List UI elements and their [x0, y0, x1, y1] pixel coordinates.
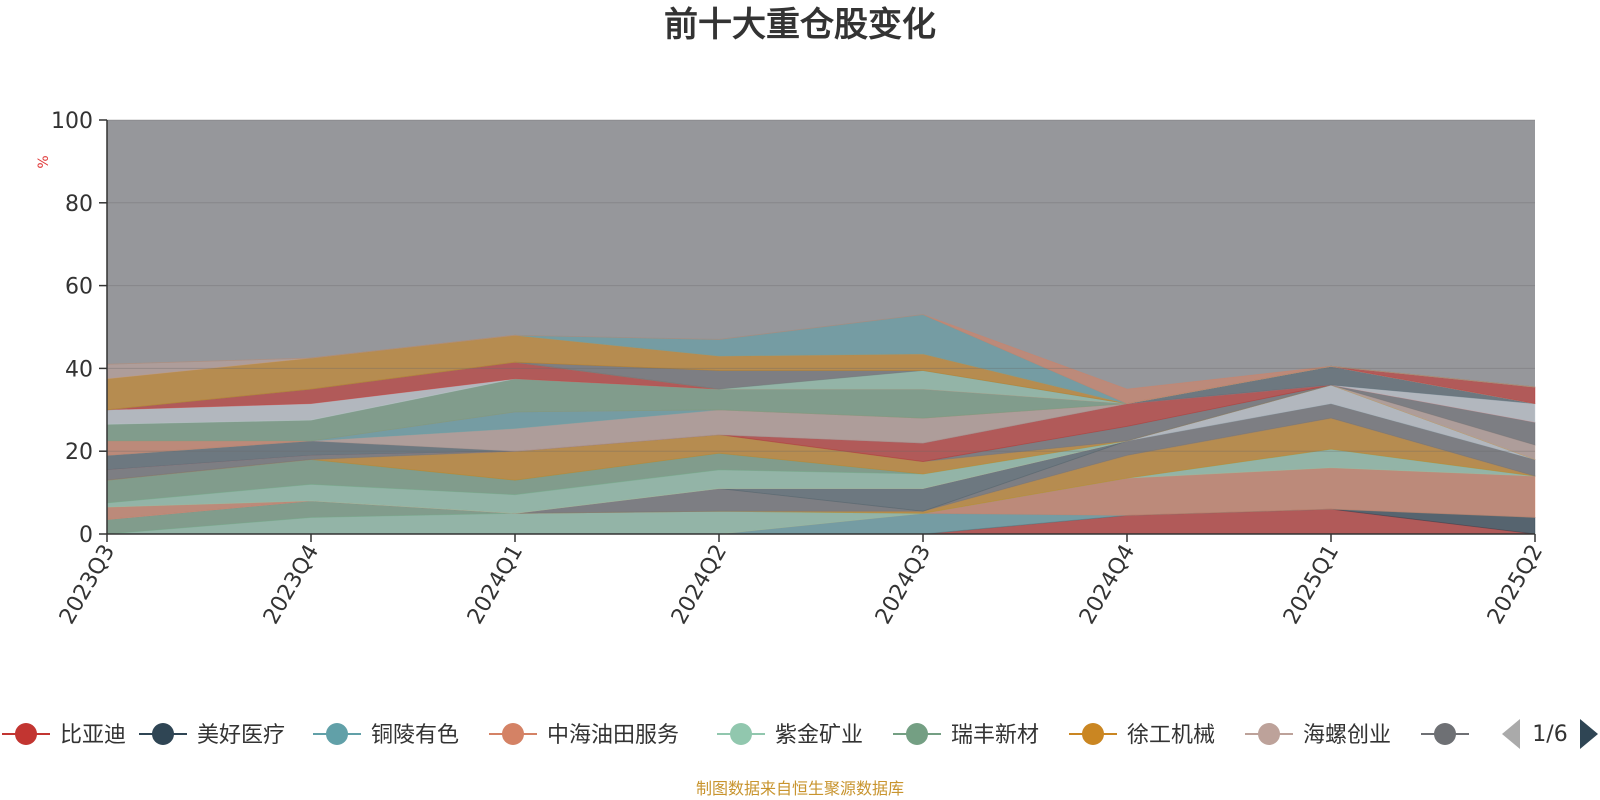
- legend-page-indicator: 1/6: [1532, 722, 1567, 747]
- legend-label: 美好医疗: [197, 723, 285, 748]
- legend-prev-button[interactable]: [1502, 719, 1520, 749]
- legend-pager: 1/6: [1502, 719, 1598, 749]
- legend-item[interactable]: 中海油田服务: [489, 723, 679, 748]
- legend-marker-icon: [326, 723, 348, 745]
- legend-item[interactable]: 美好医疗: [139, 723, 285, 748]
- y-tick-label: 40: [65, 357, 93, 382]
- legend-item[interactable]: 徐工机械: [1069, 723, 1215, 748]
- legend-marker-icon: [730, 723, 752, 745]
- y-tick-labels: 0 20 40 60 80 100: [51, 109, 93, 548]
- axes: [99, 119, 1536, 542]
- legend-label: 海螺创业: [1303, 723, 1391, 748]
- legend-marker-icon: [1434, 723, 1456, 745]
- gridlines: [107, 119, 1535, 452]
- x-tick-label: 2024Q1: [463, 541, 528, 629]
- x-tick-label: 2023Q3: [55, 541, 120, 629]
- y-tick-label: 100: [51, 109, 93, 134]
- x-tick-label: 2024Q3: [871, 541, 936, 629]
- legend-label: 徐工机械: [1127, 723, 1215, 748]
- y-tick-label: 60: [65, 275, 93, 300]
- x-tick-label: 2025Q1: [1279, 541, 1344, 629]
- series-areas: [106, 314, 1536, 535]
- legend-label: 瑞丰新材: [951, 723, 1039, 748]
- legend-marker-icon: [502, 723, 524, 745]
- legend-item[interactable]: 铜陵有色: [313, 723, 459, 748]
- y-tick-label: 20: [65, 440, 93, 465]
- legend-label: 铜陵有色: [371, 723, 459, 748]
- legend-item[interactable]: 比亚迪: [2, 723, 126, 748]
- y-tick-label: 80: [65, 192, 93, 217]
- legend-item[interactable]: [1421, 723, 1469, 745]
- x-tick-label: 2023Q4: [259, 541, 324, 629]
- series-area-31: [106, 314, 1536, 405]
- x-tick-label: 2024Q4: [1075, 541, 1140, 629]
- x-tick-label: 2024Q2: [667, 541, 732, 629]
- y-unit-label: %: [36, 155, 52, 168]
- legend-marker-icon: [152, 723, 174, 745]
- legend-marker-icon: [906, 723, 928, 745]
- legend-next-button[interactable]: [1580, 719, 1598, 749]
- legend-label: 中海油田服务: [547, 723, 679, 748]
- y-tick-label: 0: [79, 523, 93, 548]
- legend-label: 紫金矿业: [775, 723, 863, 748]
- legend-item[interactable]: 海螺创业: [1245, 723, 1391, 748]
- data-source-note: 制图数据来自恒生聚源数据库: [696, 779, 904, 798]
- legend-marker-icon: [1082, 723, 1104, 745]
- legend-item[interactable]: 紫金矿业: [717, 723, 863, 748]
- legend-item[interactable]: 瑞丰新材: [893, 723, 1039, 748]
- x-tick-labels: 2023Q3 2023Q4 2024Q1 2024Q2 2024Q3 2024Q4 2025…: [55, 541, 1548, 629]
- x-tick-label: 2025Q2: [1483, 541, 1548, 629]
- legend: 比亚迪 美好医疗 铜陵有色 中海油田服务 紫金矿业 瑞丰新材 徐工机械 海螺创业: [2, 723, 1469, 748]
- chart-title: 前十大重仓股变化: [664, 5, 936, 45]
- legend-marker-icon: [1258, 723, 1280, 745]
- legend-label: 比亚迪: [60, 723, 126, 748]
- legend-marker-icon: [15, 723, 37, 745]
